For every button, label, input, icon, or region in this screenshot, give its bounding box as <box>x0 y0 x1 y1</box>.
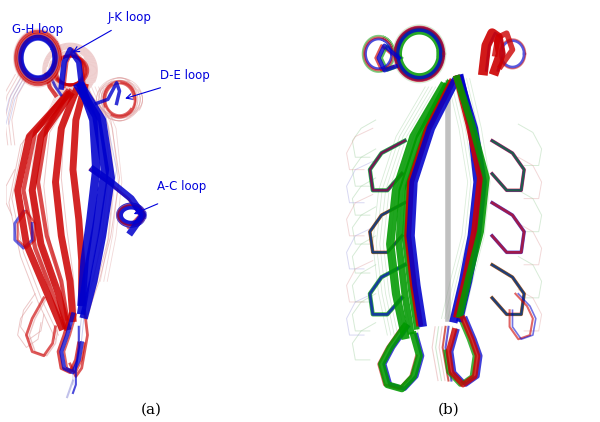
Text: D-E loop: D-E loop <box>160 69 210 82</box>
Text: (b): (b) <box>437 403 460 417</box>
Text: J-K loop: J-K loop <box>108 11 152 24</box>
Text: A-C loop: A-C loop <box>157 180 206 193</box>
Text: (a): (a) <box>141 403 162 417</box>
Text: G-H loop: G-H loop <box>12 23 63 36</box>
